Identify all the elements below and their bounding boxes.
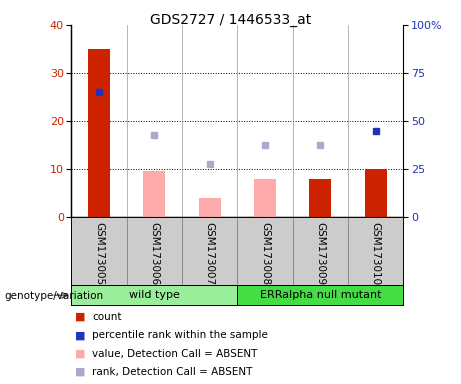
Bar: [143, 171, 165, 217]
Text: wild type: wild type: [129, 290, 180, 300]
Text: GSM173006: GSM173006: [149, 222, 160, 286]
Bar: [365, 169, 387, 217]
Text: genotype/variation: genotype/variation: [5, 291, 104, 301]
Text: rank, Detection Call = ABSENT: rank, Detection Call = ABSENT: [92, 367, 253, 377]
Text: ■: ■: [76, 367, 86, 377]
Text: GSM173008: GSM173008: [260, 222, 270, 286]
Text: ERRalpha null mutant: ERRalpha null mutant: [260, 290, 381, 300]
Text: GDS2727 / 1446533_at: GDS2727 / 1446533_at: [150, 13, 311, 27]
Text: value, Detection Call = ABSENT: value, Detection Call = ABSENT: [92, 349, 258, 359]
Text: GSM173010: GSM173010: [371, 222, 381, 286]
Text: GSM173007: GSM173007: [205, 222, 215, 286]
Text: count: count: [92, 312, 122, 322]
Text: GSM173005: GSM173005: [94, 222, 104, 286]
Text: GSM173009: GSM173009: [315, 222, 325, 286]
Bar: [254, 179, 276, 217]
Text: ■: ■: [76, 330, 86, 340]
Bar: [237, 285, 403, 305]
Text: ■: ■: [76, 349, 86, 359]
Bar: [88, 49, 110, 217]
Bar: [199, 198, 221, 217]
Text: ■: ■: [76, 312, 86, 322]
Bar: [71, 285, 237, 305]
Bar: [309, 179, 331, 217]
Text: percentile rank within the sample: percentile rank within the sample: [92, 330, 268, 340]
